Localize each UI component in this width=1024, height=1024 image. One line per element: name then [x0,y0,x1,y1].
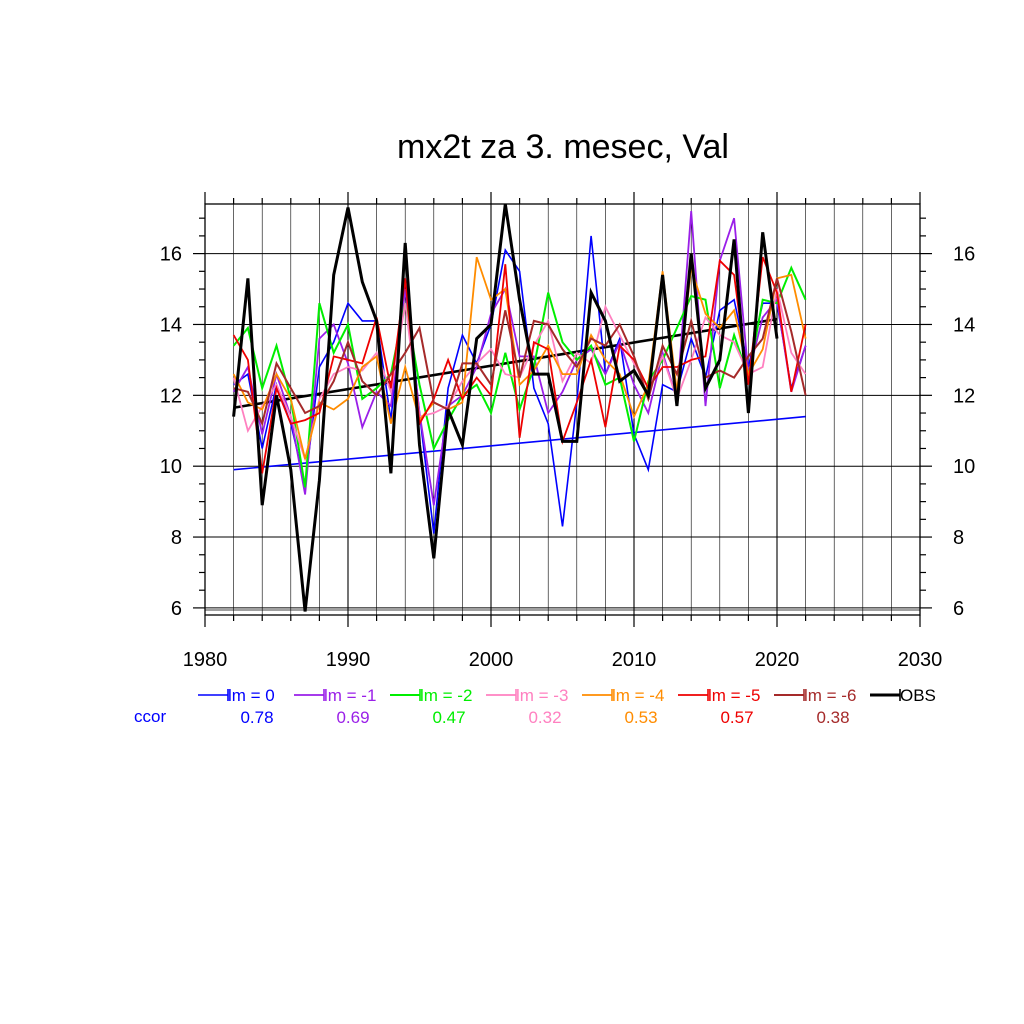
legend-label: OBS [900,686,936,705]
y-tick-label-left: 16 [160,244,182,266]
y-tick-label-left: 8 [171,527,182,549]
legend-ccor-value: 0.57 [720,708,753,727]
legend-label: lm = -6 [804,686,856,705]
trend-line [233,415,806,471]
series-line [233,278,807,427]
tick-labels: 1980 1990 2000 2010 2020 2030 6 6 8 8 10 10 12 12 14 14… [160,244,976,671]
legend-label: lm = 0 [228,686,275,705]
y-tick-label-right: 12 [953,385,975,407]
y-tick-label-right: 8 [953,527,964,549]
y-tick-label-left: 10 [160,456,182,478]
y-tick-label-right: 14 [953,314,975,336]
legend-label: lm = -2 [420,686,472,705]
ccor-label: ccor [134,707,166,726]
legend-label: lm = -1 [324,686,376,705]
y-tick-label-right: 10 [953,456,975,478]
legend-label: lm = -5 [708,686,760,705]
y-tick-label-right: 16 [953,244,975,266]
legend-ccor-value: 0.53 [624,708,657,727]
chart-title: mx2t za 3. mesec, Val [397,128,729,166]
series-lines [232,203,807,612]
legend-ccor-value: 0.32 [528,708,561,727]
legend-ccor-value: 0.38 [816,708,849,727]
legend-ccor-value: 0.78 [240,708,273,727]
series-line [232,256,807,474]
x-tick-label: 1990 [326,649,371,671]
y-tick-label-left: 12 [160,385,182,407]
x-tick-label: 2020 [755,649,800,671]
x-tick-label: 2030 [898,649,943,671]
legend-ccor-value: 0.69 [336,708,369,727]
legend-label: lm = -3 [516,686,568,705]
legend-label: lm = -4 [612,686,664,705]
legend-ccor-value: 0.47 [432,708,465,727]
x-tick-label: 2010 [612,649,657,671]
y-tick-label-right: 6 [953,598,964,620]
y-tick-label-left: 14 [160,314,182,336]
x-tick-label: 1980 [183,649,228,671]
y-tick-label-left: 6 [171,598,182,620]
legend: ccor lm = 0 0.78 lm = -1 0.69 lm = -2 0.47 lm … [134,686,936,727]
axes [193,192,932,627]
x-tick-label: 2000 [469,649,514,671]
plot-frame [204,203,921,616]
